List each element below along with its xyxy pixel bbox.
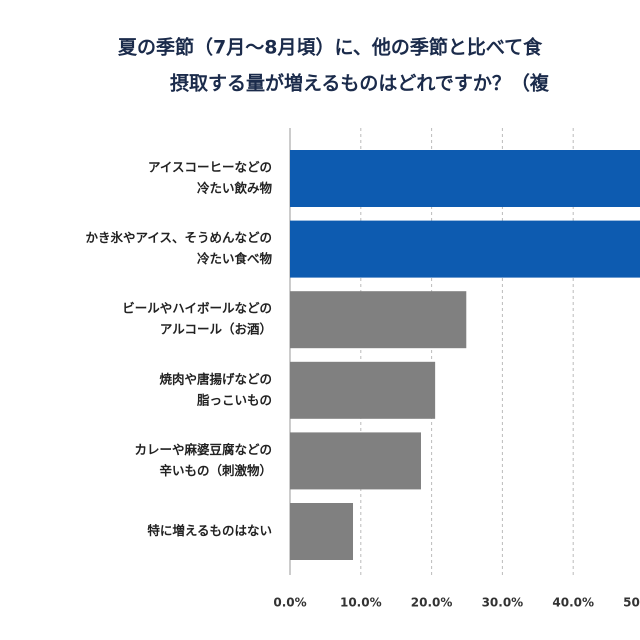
x-tick-label: 0.0% <box>273 596 306 610</box>
category-label: 冷たい食べ物 <box>197 251 273 266</box>
bar <box>290 361 436 419</box>
category-label: 焼肉や唐揚げなどの <box>159 371 272 386</box>
category-label: アルコール（お酒） <box>160 322 272 337</box>
category-label: 特に増えるものはない <box>147 523 272 538</box>
bar <box>290 220 640 278</box>
category-label: カレーや麻婆豆腐などの <box>134 442 272 457</box>
category-label: ビールやハイボールなどの <box>122 301 272 316</box>
category-label: かき氷やアイス、そうめんなどの <box>85 230 272 245</box>
category-label: 冷たい飲み物 <box>197 181 273 196</box>
category-label: 脂っこいもの <box>196 392 272 407</box>
bar <box>290 432 421 490</box>
x-tick-label: 50.0% <box>623 596 640 610</box>
x-tick-label: 20.0% <box>411 596 453 610</box>
x-tick-label: 40.0% <box>552 596 594 610</box>
chart-title-line: 摂取する量が増えるものはどれですか？（複 <box>170 72 550 95</box>
bar <box>290 291 467 349</box>
category-label: アイスコーヒーなどの <box>148 160 272 175</box>
chart-title-line: 夏の季節（7月～8月頃）に、他の季節と比べて食 <box>118 36 543 59</box>
bar <box>290 503 354 560</box>
bar <box>290 150 640 207</box>
category-label: 辛いもの（刺激物） <box>159 463 272 478</box>
x-tick-label: 30.0% <box>482 596 524 610</box>
x-tick-label: 10.0% <box>340 596 382 610</box>
